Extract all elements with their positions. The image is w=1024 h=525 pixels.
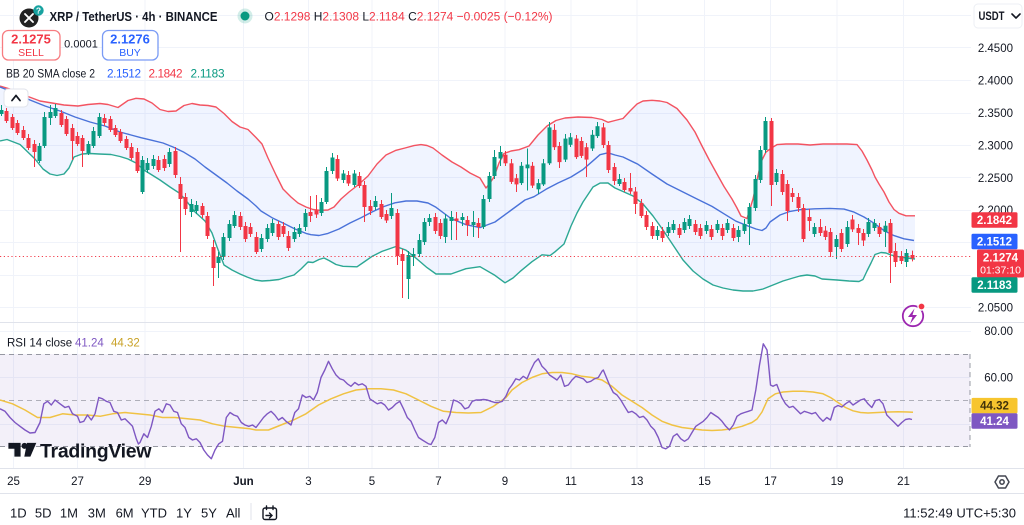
svg-text:2.1512: 2.1512 — [977, 237, 1012, 249]
svg-text:7: 7 — [435, 476, 441, 488]
svg-text:USDT: USDT — [979, 9, 1006, 23]
svg-text:25: 25 — [7, 476, 20, 488]
svg-text:BUY: BUY — [119, 47, 141, 59]
svg-text:2.1275: 2.1275 — [11, 32, 51, 47]
svg-text:?: ? — [36, 6, 41, 16]
svg-text:5D: 5D — [35, 506, 52, 521]
svg-text:2.4500: 2.4500 — [978, 43, 1013, 55]
svg-text:21: 21 — [897, 476, 910, 488]
svg-text:13: 13 — [631, 476, 644, 488]
svg-text:5Y: 5Y — [201, 506, 217, 521]
svg-text:3M: 3M — [88, 506, 106, 521]
svg-text:80.00: 80.00 — [984, 326, 1013, 338]
svg-text:2.1512: 2.1512 — [107, 67, 141, 81]
svg-text:SELL: SELL — [18, 47, 44, 59]
svg-text:2.3500: 2.3500 — [978, 108, 1013, 120]
svg-text:60.00: 60.00 — [984, 373, 1013, 385]
svg-text:2.4000: 2.4000 — [978, 76, 1013, 88]
svg-text:27: 27 — [71, 476, 84, 488]
svg-text:2.1274: 2.1274 — [983, 253, 1019, 265]
svg-text:1D: 1D — [10, 506, 27, 521]
svg-text:2.3000: 2.3000 — [978, 140, 1013, 152]
svg-text:2.1183: 2.1183 — [977, 280, 1012, 292]
svg-text:All: All — [226, 506, 241, 521]
svg-text:TradingView: TradingView — [40, 441, 152, 463]
svg-text:19: 19 — [831, 476, 844, 488]
svg-text:2.1276: 2.1276 — [110, 32, 150, 47]
svg-text:2.1842: 2.1842 — [149, 67, 183, 81]
svg-text:YTD: YTD — [141, 506, 167, 521]
svg-text:44.32: 44.32 — [980, 401, 1009, 413]
svg-text:01:37:10: 01:37:10 — [980, 265, 1021, 277]
svg-text:9: 9 — [502, 476, 508, 488]
svg-text:0.0001: 0.0001 — [64, 39, 98, 51]
svg-text:O2.1298 H2.1308 L2.1184 C2.127: O2.1298 H2.1308 L2.1184 C2.1274 −0.0025 … — [265, 10, 553, 24]
svg-text:2.1842: 2.1842 — [977, 215, 1012, 227]
svg-text:Jun: Jun — [233, 476, 253, 488]
svg-text:2.0500: 2.0500 — [978, 302, 1013, 314]
svg-text:17: 17 — [764, 476, 777, 488]
svg-text:6M: 6M — [116, 506, 134, 521]
svg-text:44.32: 44.32 — [111, 338, 140, 350]
svg-text:1Y: 1Y — [176, 506, 192, 521]
svg-text:41.24: 41.24 — [980, 416, 1009, 428]
svg-text:XRP / TetherUS · 4h · BINANCE: XRP / TetherUS · 4h · BINANCE — [50, 9, 218, 24]
svg-text:BB 20 SMA close 2: BB 20 SMA close 2 — [6, 69, 95, 81]
svg-text:41.24: 41.24 — [75, 338, 104, 350]
svg-text:3: 3 — [305, 476, 311, 488]
svg-text:2.1183: 2.1183 — [191, 67, 225, 81]
svg-text:5: 5 — [369, 476, 375, 488]
svg-text:15: 15 — [698, 476, 711, 488]
svg-text:11: 11 — [565, 476, 577, 488]
svg-text:RSI 14 close: RSI 14 close — [7, 338, 72, 350]
svg-text:2.2500: 2.2500 — [978, 173, 1013, 185]
svg-text:11:52:49 UTC+5:30: 11:52:49 UTC+5:30 — [903, 506, 1016, 521]
svg-text:29: 29 — [139, 476, 152, 488]
svg-text:1M: 1M — [60, 506, 78, 521]
